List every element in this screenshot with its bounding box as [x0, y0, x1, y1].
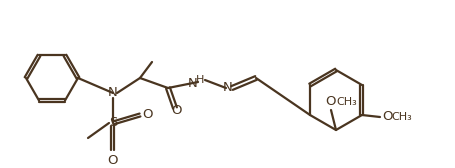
Text: O: O	[107, 154, 118, 166]
Text: O: O	[142, 109, 153, 121]
Text: N: N	[222, 81, 233, 94]
Text: O: O	[172, 103, 182, 116]
Text: S: S	[109, 116, 117, 130]
Text: H: H	[195, 75, 204, 85]
Text: O: O	[382, 111, 392, 123]
Text: CH₃: CH₃	[336, 97, 357, 107]
Text: CH₃: CH₃	[391, 112, 411, 122]
Text: O: O	[325, 95, 335, 109]
Text: N: N	[108, 87, 117, 99]
Text: N: N	[188, 77, 197, 91]
